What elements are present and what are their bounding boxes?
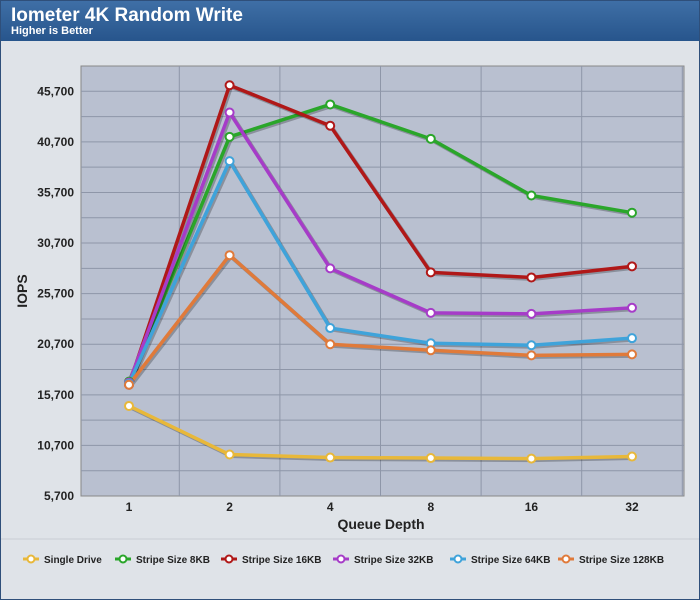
y-tick-label: 45,700 (37, 84, 74, 98)
data-point (325, 339, 336, 350)
y-tick-label: 10,700 (37, 438, 74, 452)
series-line (127, 110, 633, 384)
legend-swatch-marker (26, 554, 36, 564)
data-point (526, 350, 537, 361)
data-point (526, 453, 537, 464)
data-point (224, 131, 235, 142)
data-point (124, 400, 134, 411)
y-axis-label: IOPS (14, 274, 30, 307)
data-point (325, 452, 336, 463)
y-tick-label: 20,700 (37, 337, 74, 351)
y-tick-label: 25,700 (37, 287, 74, 301)
y-tick-label: 30,700 (37, 236, 74, 250)
x-tick-label: 32 (625, 500, 639, 514)
legend-label: Stripe Size 128KB (579, 555, 664, 566)
series-line (127, 159, 633, 385)
legend: Single Drive Stripe Size 8KB Stripe Size 1… (23, 554, 664, 566)
data-point (627, 349, 637, 360)
data-point (124, 379, 134, 390)
data-point (627, 451, 637, 462)
data-point (224, 156, 235, 167)
legend-swatch-marker (561, 554, 571, 564)
legend-label: Stripe Size 64KB (471, 555, 550, 566)
series-line (128, 404, 633, 461)
data-point (224, 107, 235, 118)
series-line (127, 83, 633, 386)
data-point (224, 449, 235, 460)
data-point (627, 302, 637, 313)
x-tick-label: 8 (427, 500, 434, 514)
data-point (526, 272, 537, 283)
series-line (127, 102, 633, 383)
data-point (224, 80, 235, 91)
data-point (224, 250, 235, 261)
x-tick-label: 2 (226, 500, 233, 514)
data-point (627, 261, 637, 272)
y-tick-labels: 5,700 10,700 15,700 20,700 25,700 30,700 35,70… (37, 84, 74, 503)
data-point (627, 207, 637, 218)
data-point (425, 133, 436, 144)
chart-subtitle: Higher is Better (11, 25, 93, 37)
legend-swatch-marker (336, 554, 346, 564)
data-point (425, 267, 436, 278)
data-point (425, 307, 436, 318)
legend-swatch-marker (453, 554, 463, 564)
data-point (325, 323, 336, 334)
legend-label: Stripe Size 16KB (242, 555, 321, 566)
data-point (325, 120, 336, 131)
y-tick-label: 35,700 (37, 185, 74, 199)
chart-title: Iometer 4K Random Write (11, 5, 243, 26)
x-tick-label: 16 (525, 500, 539, 514)
gridlines (81, 66, 684, 496)
data-point (526, 340, 537, 351)
legend-label: Stripe Size 8KB (136, 555, 210, 566)
plot-area (80, 65, 685, 497)
data-point (325, 99, 336, 110)
legend-swatch-marker (118, 554, 128, 564)
x-axis-label: Queue Depth (337, 516, 424, 532)
series-lines (124, 80, 637, 464)
data-point (526, 308, 537, 319)
legend-label: Single Drive (44, 555, 102, 566)
y-tick-label: 15,700 (37, 388, 74, 402)
y-tick-label: 5,700 (44, 489, 74, 503)
data-point (627, 333, 637, 344)
x-tick-label: 4 (327, 500, 334, 514)
data-point (325, 263, 336, 274)
legend-swatch-marker (224, 554, 234, 564)
x-tick-label: 1 (126, 500, 133, 514)
data-point (425, 453, 436, 464)
x-tick-labels: 1 2 4 8 16 32 (126, 500, 639, 514)
y-tick-label: 40,700 (37, 135, 74, 149)
data-point (526, 190, 537, 201)
series-line (127, 253, 633, 386)
chart-header: Iometer 4K Random Write Higher is Better (1, 1, 699, 41)
legend-label: Stripe Size 32KB (354, 555, 433, 566)
data-point (425, 345, 436, 356)
